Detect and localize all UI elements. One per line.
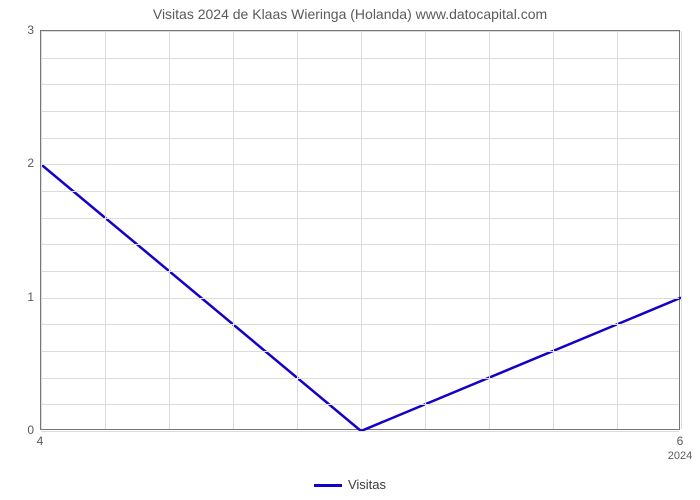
gridline-h-minor bbox=[41, 218, 679, 219]
gridline-h-minor bbox=[41, 378, 679, 379]
gridline-h-minor bbox=[41, 244, 679, 245]
gridline-h-minor bbox=[41, 351, 679, 352]
chart-title: Visitas 2024 de Klaas Wieringa (Holanda)… bbox=[0, 6, 700, 22]
gridline-h-major bbox=[41, 164, 679, 165]
gridline-v-major bbox=[681, 31, 682, 429]
gridline-v-minor bbox=[489, 31, 490, 429]
chart-container: Visitas 2024 de Klaas Wieringa (Holanda)… bbox=[0, 0, 700, 500]
y-tick-label: 1 bbox=[14, 290, 34, 304]
gridline-h-minor bbox=[41, 84, 679, 85]
gridline-h-minor bbox=[41, 58, 679, 59]
x-secondary-label: 2024 bbox=[668, 450, 692, 462]
legend-swatch bbox=[314, 484, 342, 487]
gridline-v-minor bbox=[361, 31, 362, 429]
gridline-h-major bbox=[41, 31, 679, 32]
gridline-v-minor bbox=[297, 31, 298, 429]
gridline-h-minor bbox=[41, 111, 679, 112]
plot-area bbox=[40, 30, 680, 430]
x-tick-label: 4 bbox=[37, 434, 44, 448]
gridline-h-minor bbox=[41, 404, 679, 405]
gridline-h-major bbox=[41, 298, 679, 299]
gridline-h-major bbox=[41, 431, 679, 432]
gridline-v-minor bbox=[105, 31, 106, 429]
gridline-h-minor bbox=[41, 191, 679, 192]
gridline-v-minor bbox=[617, 31, 618, 429]
y-tick-label: 0 bbox=[14, 423, 34, 437]
legend-label: Visitas bbox=[348, 477, 386, 492]
y-tick-label: 2 bbox=[14, 156, 34, 170]
gridline-v-minor bbox=[553, 31, 554, 429]
legend: Visitas bbox=[0, 477, 700, 492]
gridline-v-minor bbox=[233, 31, 234, 429]
gridline-h-minor bbox=[41, 271, 679, 272]
gridline-v-minor bbox=[169, 31, 170, 429]
gridline-v-major bbox=[41, 31, 42, 429]
y-tick-label: 3 bbox=[14, 23, 34, 37]
x-tick-label: 6 bbox=[677, 434, 684, 448]
gridline-h-minor bbox=[41, 324, 679, 325]
gridline-h-minor bbox=[41, 138, 679, 139]
gridline-v-minor bbox=[425, 31, 426, 429]
